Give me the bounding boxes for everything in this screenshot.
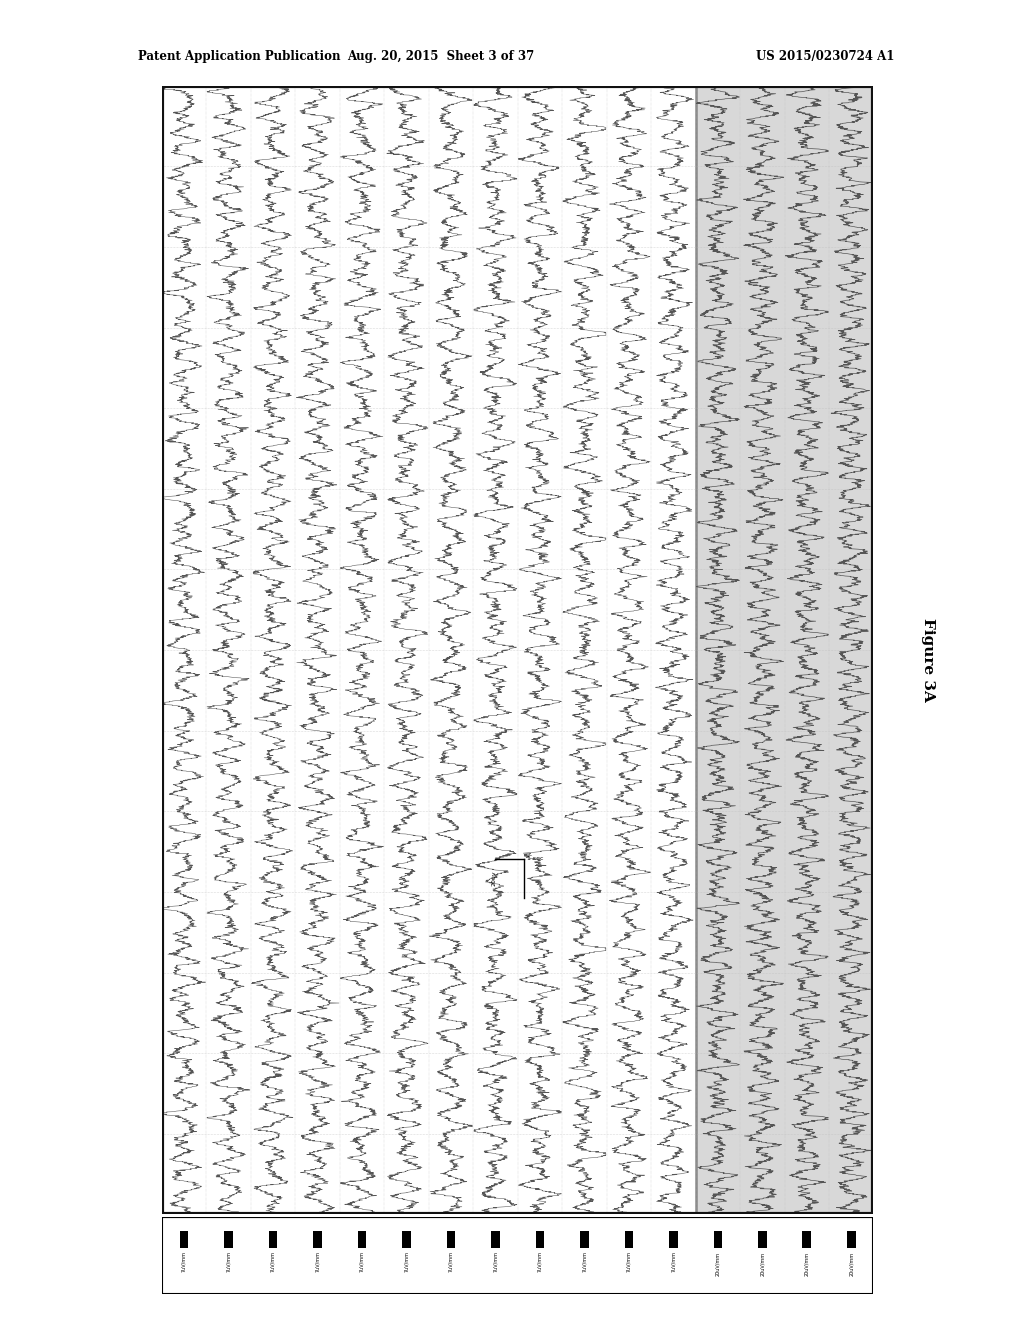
Text: 7uV/mm: 7uV/mm [449, 1251, 454, 1272]
Text: 7uV/mm: 7uV/mm [538, 1251, 543, 1272]
Bar [180, 1230, 188, 1247]
Bar [402, 1230, 411, 1247]
Text: 20uV/mm: 20uV/mm [716, 1251, 720, 1275]
Text: 7uV/mm: 7uV/mm [270, 1251, 275, 1272]
Text: 7uV/mm: 7uV/mm [582, 1251, 587, 1272]
Bar [580, 1230, 589, 1247]
Bar [758, 1230, 767, 1247]
Text: Patent Application Publication: Patent Application Publication [138, 50, 341, 63]
Text: 7uV/mm: 7uV/mm [315, 1251, 319, 1272]
Text: 20uV/mm: 20uV/mm [849, 1251, 854, 1275]
Text: 20uV/mm: 20uV/mm [804, 1251, 809, 1275]
Text: 7uV/mm: 7uV/mm [359, 1251, 365, 1272]
Bar [536, 1230, 544, 1247]
Text: Aug. 20, 2015  Sheet 3 of 37: Aug. 20, 2015 Sheet 3 of 37 [347, 50, 534, 63]
Bar [847, 1230, 855, 1247]
Bar [313, 1230, 322, 1247]
Text: 20uV/mm: 20uV/mm [760, 1251, 765, 1275]
Bar [695, 86, 873, 1214]
Bar [714, 1230, 722, 1247]
Text: 7uV/mm: 7uV/mm [493, 1251, 498, 1272]
Text: 7uV/mm: 7uV/mm [181, 1251, 186, 1272]
Text: US 2015/0230724 A1: US 2015/0230724 A1 [756, 50, 894, 63]
Bar [669, 1230, 678, 1247]
Bar [625, 1230, 633, 1247]
Text: 7uV/mm: 7uV/mm [671, 1251, 676, 1272]
Bar [268, 1230, 278, 1247]
Bar [224, 1230, 232, 1247]
Text: Figure 3A: Figure 3A [921, 618, 935, 702]
Bar [357, 1230, 367, 1247]
Bar [446, 1230, 456, 1247]
Text: 7uV/mm: 7uV/mm [627, 1251, 632, 1272]
Text: 7uV/mm: 7uV/mm [403, 1251, 409, 1272]
Bar [492, 1230, 500, 1247]
Text: 1 sec: 1 sec [527, 857, 544, 862]
Bar [803, 1230, 811, 1247]
Text: 7uV/mm: 7uV/mm [226, 1251, 231, 1272]
Text: 20uv: 20uv [492, 871, 497, 887]
